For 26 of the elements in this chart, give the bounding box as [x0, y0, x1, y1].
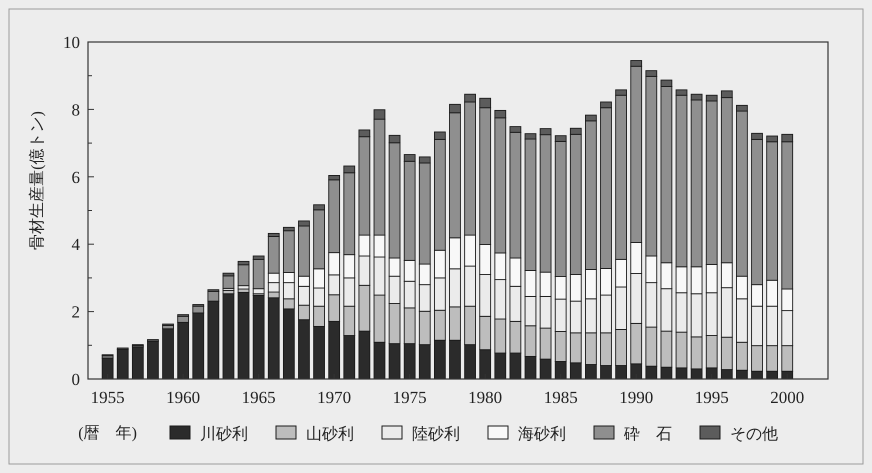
bar: [222, 275, 234, 289]
legend-label: 山砂利: [306, 425, 354, 443]
x-tick-label: 1970: [317, 388, 352, 407]
y-tick-label: 10: [63, 33, 80, 52]
x-tick-label: 1990: [619, 388, 654, 407]
legend-label: 川砂利: [200, 425, 248, 443]
y-tick-label: 8: [72, 100, 80, 120]
x-axis-title: (暦 年): [78, 425, 137, 442]
legend-label: 陸砂利: [412, 425, 460, 443]
legend-label: 海砂利: [518, 425, 566, 443]
y-tick-label: 0: [72, 370, 80, 389]
x-tick-label: 1965: [242, 388, 276, 407]
x-tick-label: 1985: [544, 388, 578, 407]
x-tick-label: 1955: [90, 388, 125, 407]
y-tick-label: 2: [72, 302, 80, 322]
y-tick-label: 4: [72, 235, 80, 254]
y-axis-title: 骨材生産量(億トン): [28, 111, 46, 250]
legend-label: 砕 石: [623, 426, 672, 443]
x-tick-label: 1995: [694, 388, 729, 407]
y-tick-label: 6: [72, 168, 80, 187]
x-tick-label: 1960: [166, 388, 200, 407]
x-tick-label: 2000: [770, 388, 804, 407]
x-tick-label: 1975: [392, 388, 427, 407]
bar: [238, 264, 250, 286]
legend-label: その他: [730, 426, 778, 443]
x-tick-label: 1980: [468, 388, 502, 407]
